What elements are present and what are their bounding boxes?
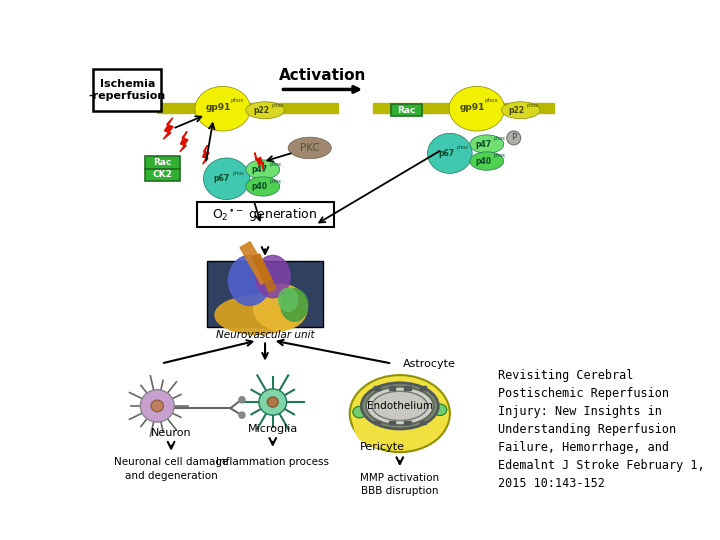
Text: p67: p67 (438, 149, 454, 158)
Text: phox: phox (456, 145, 469, 151)
Text: Neuron: Neuron (150, 428, 192, 438)
Circle shape (507, 131, 521, 145)
Ellipse shape (253, 284, 307, 330)
Text: Activation: Activation (279, 68, 366, 83)
Text: p22: p22 (509, 106, 525, 114)
Polygon shape (163, 118, 173, 139)
Ellipse shape (246, 102, 284, 119)
Ellipse shape (279, 288, 298, 311)
Text: phox: phox (494, 136, 505, 141)
Ellipse shape (350, 375, 450, 452)
Ellipse shape (433, 404, 447, 416)
Ellipse shape (366, 387, 433, 425)
Ellipse shape (288, 137, 331, 159)
Text: phox: phox (233, 171, 245, 176)
Text: p67: p67 (214, 174, 230, 183)
FancyBboxPatch shape (145, 168, 180, 181)
FancyBboxPatch shape (197, 202, 333, 226)
Text: p40: p40 (252, 182, 268, 191)
Polygon shape (255, 153, 264, 170)
Text: Pericyte: Pericyte (361, 442, 405, 452)
Ellipse shape (361, 383, 438, 429)
Circle shape (239, 397, 245, 403)
Polygon shape (202, 145, 209, 164)
Text: Revisiting Cerebral
Postischemic Reperfusion
Injury: New Insights in
Understandi: Revisiting Cerebral Postischemic Reperfu… (498, 369, 705, 490)
Bar (240, 242, 271, 284)
Text: p40: p40 (476, 157, 492, 166)
Text: Rac: Rac (397, 106, 416, 114)
Ellipse shape (256, 255, 290, 298)
Bar (420, 386, 426, 390)
Polygon shape (180, 131, 188, 152)
Text: gp91: gp91 (459, 103, 485, 112)
Text: MMP activation
BBB disruption: MMP activation BBB disruption (360, 473, 439, 496)
Bar (373, 103, 554, 113)
Text: phox: phox (494, 153, 505, 158)
Text: CK2: CK2 (153, 171, 173, 179)
FancyBboxPatch shape (94, 70, 161, 111)
Ellipse shape (267, 397, 278, 407)
Text: phox: phox (485, 98, 498, 104)
Ellipse shape (428, 133, 472, 173)
Bar (405, 386, 410, 390)
Ellipse shape (246, 160, 279, 179)
Text: phox: phox (270, 179, 282, 184)
Ellipse shape (353, 406, 366, 418)
Text: Neurovascular unit: Neurovascular unit (216, 330, 315, 340)
Text: PKC: PKC (300, 143, 320, 153)
Text: P: P (511, 133, 516, 143)
Text: p22: p22 (253, 106, 269, 114)
Bar (389, 386, 395, 390)
Bar (253, 254, 276, 292)
Ellipse shape (151, 400, 163, 411)
Ellipse shape (140, 390, 174, 422)
Text: phox: phox (230, 98, 244, 104)
Ellipse shape (228, 255, 271, 306)
Bar (207, 261, 323, 327)
Ellipse shape (470, 152, 504, 170)
Ellipse shape (215, 296, 300, 334)
Bar (420, 421, 426, 424)
Ellipse shape (449, 86, 505, 131)
Ellipse shape (204, 158, 250, 200)
Text: p47: p47 (476, 140, 492, 149)
Text: p47: p47 (251, 165, 268, 174)
Ellipse shape (259, 389, 287, 415)
Text: Inflammation process: Inflammation process (216, 457, 329, 467)
Text: Astrocyte: Astrocyte (402, 359, 456, 369)
Ellipse shape (354, 402, 408, 448)
Ellipse shape (470, 135, 504, 153)
Bar (374, 421, 379, 424)
Text: phox: phox (271, 103, 283, 108)
Text: Endothelium: Endothelium (366, 401, 433, 411)
FancyBboxPatch shape (392, 104, 422, 117)
Text: phox: phox (527, 103, 539, 108)
Circle shape (239, 412, 245, 418)
Ellipse shape (281, 289, 307, 321)
Ellipse shape (246, 177, 279, 196)
Ellipse shape (501, 102, 540, 119)
Bar (405, 421, 410, 424)
Ellipse shape (372, 392, 428, 421)
Text: gp91: gp91 (205, 103, 231, 112)
Text: Ischemia
-reperfusion: Ischemia -reperfusion (89, 79, 166, 102)
Text: Microglia: Microglia (248, 424, 298, 434)
Text: O$_2$$^{\bullet-}$ generation: O$_2$$^{\bullet-}$ generation (212, 206, 318, 222)
Bar (374, 386, 379, 390)
Ellipse shape (195, 86, 251, 131)
Text: Rac: Rac (153, 158, 172, 167)
Ellipse shape (392, 406, 438, 444)
FancyBboxPatch shape (145, 157, 180, 168)
Bar (157, 103, 338, 113)
Text: Neuronal cell damage
and degeneration: Neuronal cell damage and degeneration (114, 457, 228, 481)
Text: phox: phox (270, 161, 282, 167)
Bar (389, 421, 395, 424)
